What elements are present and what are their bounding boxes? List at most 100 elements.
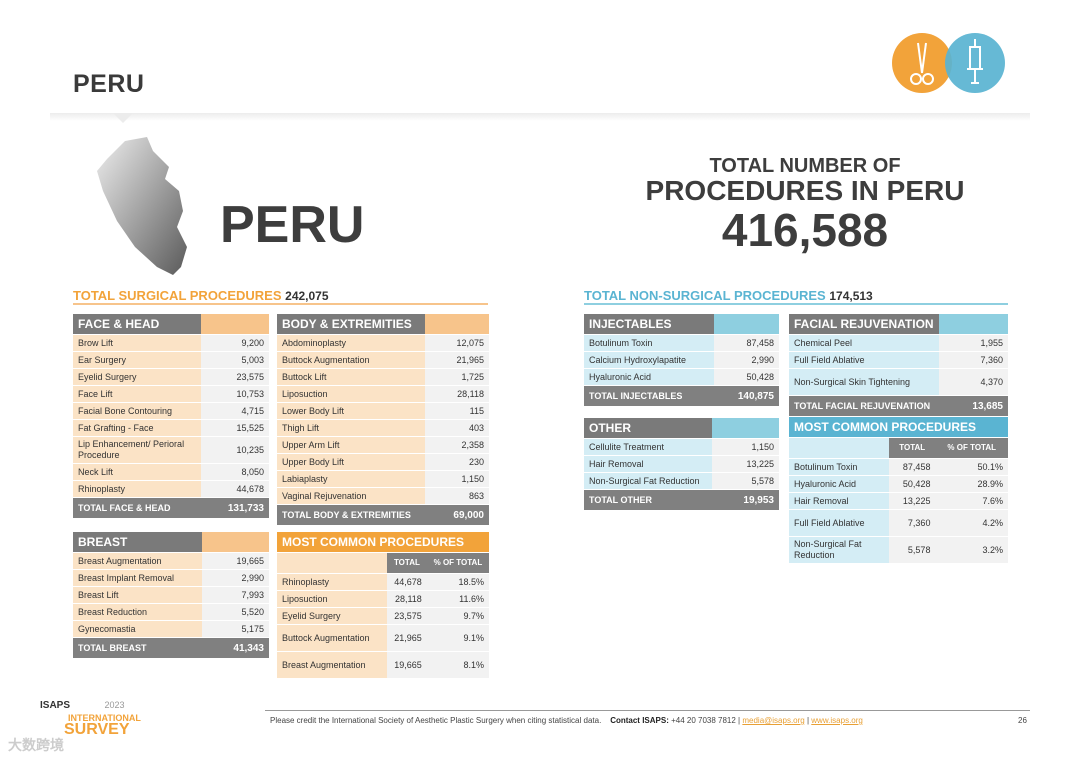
procedure-name: Upper Arm Lift bbox=[277, 436, 425, 454]
procedure-count: 1,150 bbox=[424, 470, 489, 488]
procedure-count: 230 bbox=[424, 453, 489, 471]
table-header-blank bbox=[424, 314, 489, 335]
table-subheader: TOTAL% OF TOTAL bbox=[789, 437, 1008, 459]
footer-web-link[interactable]: www.isaps.org bbox=[811, 716, 863, 725]
surgical-scissors-icon bbox=[892, 33, 952, 93]
table-total-row: TOTAL BREAST 41,343 bbox=[73, 637, 269, 659]
header-notch bbox=[113, 113, 133, 123]
total-value: 41,343 bbox=[202, 637, 269, 659]
procedure-count: 5,175 bbox=[202, 620, 269, 638]
procedure-name: Thigh Lift bbox=[277, 419, 425, 437]
table-total-row: TOTAL FACIAL REJUVENATION 13,685 bbox=[789, 395, 1008, 417]
table-header: MOST COMMON PROCEDURES bbox=[789, 417, 1008, 438]
footer: Please credit the International Society … bbox=[270, 716, 863, 725]
surgical-title-label: TOTAL SURGICAL PROCEDURES bbox=[73, 288, 282, 303]
table-row: Buttock Lift 1,725 bbox=[277, 368, 489, 386]
procedure-count: 50,428 bbox=[713, 368, 779, 386]
procedure-percent: 9.7% bbox=[426, 607, 489, 625]
footer-credit: Please credit the International Society … bbox=[270, 716, 602, 725]
procedure-count: 19,665 bbox=[387, 651, 427, 679]
breast-table: BREAST Breast Augmentation 19,665 Breast Im… bbox=[73, 532, 269, 659]
table-header: BREAST bbox=[73, 532, 269, 553]
procedure-count: 50,428 bbox=[889, 475, 936, 493]
procedure-percent: 28.9% bbox=[935, 475, 1008, 493]
table-header: FACIAL REJUVENATION bbox=[789, 314, 1008, 335]
procedure-name: Hair Removal bbox=[584, 455, 713, 473]
total-label: TOTAL FACE & HEAD bbox=[73, 497, 202, 519]
procedure-name: Breast Lift bbox=[73, 586, 202, 604]
total-label: TOTAL OTHER bbox=[584, 489, 713, 511]
footer-divider bbox=[265, 710, 1030, 711]
table-row: Thigh Lift 403 bbox=[277, 419, 489, 437]
table-row: Rhinoplasty 44,678 18.5% bbox=[277, 573, 489, 591]
table-row: Buttock Augmentation 21,965 bbox=[277, 351, 489, 369]
table-row: Full Field Ablative 7,360 4.2% bbox=[789, 509, 1008, 537]
table-title: OTHER bbox=[584, 418, 713, 439]
table-header: OTHER bbox=[584, 418, 779, 439]
table-title: MOST COMMON PROCEDURES bbox=[277, 532, 489, 553]
procedure-count: 44,678 bbox=[201, 480, 269, 498]
footer-email-link[interactable]: media@isaps.org bbox=[742, 716, 805, 725]
procedure-percent: 50.1% bbox=[935, 458, 1008, 476]
procedure-count: 2,990 bbox=[202, 569, 269, 587]
procedure-count: 115 bbox=[424, 402, 489, 420]
procedure-name: Liposuction bbox=[277, 590, 387, 608]
page-title: PERU bbox=[73, 70, 145, 98]
nonsurgical-rule bbox=[584, 303, 1008, 305]
table-row: Cellulite Treatment 1,150 bbox=[584, 438, 779, 456]
total-label: TOTAL FACIAL REJUVENATION bbox=[789, 395, 939, 417]
procedure-percent: 9.1% bbox=[426, 624, 489, 652]
table-row: Liposuction 28,118 bbox=[277, 385, 489, 403]
procedure-count: 403 bbox=[424, 419, 489, 437]
table-row: Upper Body Lift 230 bbox=[277, 453, 489, 471]
procedure-name: Lip Enhancement/ Perioral Procedure bbox=[73, 436, 202, 464]
procedure-name: Upper Body Lift bbox=[277, 453, 425, 471]
table-header-blank bbox=[938, 314, 1008, 335]
procedure-count: 5,520 bbox=[202, 603, 269, 621]
procedure-count: 13,225 bbox=[889, 492, 936, 510]
col-pct-header: % OF TOTAL bbox=[426, 552, 489, 574]
procedure-name: Calcium Hydroxylapatite bbox=[584, 351, 714, 369]
table-header-blank bbox=[713, 314, 779, 335]
table-row: Lip Enhancement/ Perioral Procedure 10,23… bbox=[73, 436, 269, 464]
procedure-count: 87,458 bbox=[713, 334, 779, 352]
procedure-name: Non-Surgical Skin Tightening bbox=[789, 368, 939, 396]
table-row: Non-Surgical Fat Reduction 5,578 bbox=[584, 472, 779, 490]
procedure-name: Cellulite Treatment bbox=[584, 438, 713, 456]
table-header-blank bbox=[712, 418, 779, 439]
logo-international: INTERNATIONAL bbox=[68, 713, 141, 723]
face-head-table: FACE & HEAD Brow Lift 9,200 Ear Surgery 5,00… bbox=[73, 314, 269, 519]
procedure-name: Face Lift bbox=[73, 385, 202, 403]
table-row: Gynecomastia 5,175 bbox=[73, 620, 269, 638]
table-row: Chemical Peel 1,955 bbox=[789, 334, 1008, 352]
total-label: TOTAL BREAST bbox=[73, 637, 202, 659]
table-row: Liposuction 28,118 11.6% bbox=[277, 590, 489, 608]
procedure-name: Breast Implant Removal bbox=[73, 569, 202, 587]
table-subheader: TOTAL% OF TOTAL bbox=[277, 552, 489, 574]
procedure-count: 2,358 bbox=[424, 436, 489, 454]
procedure-count: 15,525 bbox=[201, 419, 269, 437]
footer-separator: | bbox=[806, 716, 810, 725]
procedure-count: 28,118 bbox=[424, 385, 489, 403]
procedure-name: Breast Reduction bbox=[73, 603, 202, 621]
peru-map-icon bbox=[97, 137, 187, 275]
procedure-count: 5,578 bbox=[712, 472, 779, 490]
total-value: 19,953 bbox=[712, 489, 779, 511]
procedure-name: Eyelid Surgery bbox=[277, 607, 387, 625]
table-header-blank bbox=[201, 314, 269, 335]
col-total-header: TOTAL bbox=[889, 437, 936, 459]
procedure-count: 28,118 bbox=[387, 590, 427, 608]
logo-year: 2023 bbox=[104, 700, 125, 710]
table-row: Breast Augmentation 19,665 bbox=[73, 552, 269, 570]
table-row: Face Lift 10,753 bbox=[73, 385, 269, 403]
procedure-count: 5,003 bbox=[201, 351, 269, 369]
table-title: BODY & EXTREMITIES bbox=[277, 314, 425, 335]
table-title: FACE & HEAD bbox=[73, 314, 202, 335]
table-row: Rhinoplasty 44,678 bbox=[73, 480, 269, 498]
total-value: 131,733 bbox=[201, 497, 269, 519]
table-total-row: TOTAL OTHER 19,953 bbox=[584, 489, 779, 511]
procedure-count: 13,225 bbox=[712, 455, 779, 473]
most-common-nonsurgical-table: MOST COMMON PROCEDURES TOTAL% OF TOTAL Bot… bbox=[789, 417, 1008, 564]
table-row: Vaginal Rejuvenation 863 bbox=[277, 487, 489, 505]
subheader-blank bbox=[789, 437, 889, 459]
